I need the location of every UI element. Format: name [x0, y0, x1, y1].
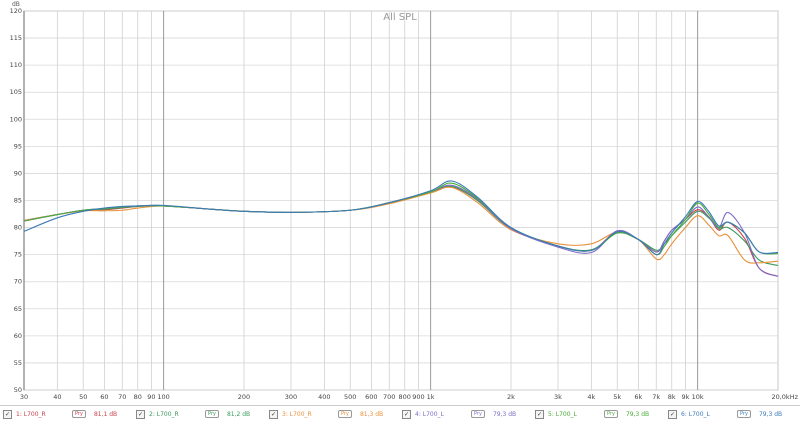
x-tick-label: 700 — [383, 393, 395, 401]
x-tick-label: 80 — [134, 393, 142, 401]
x-tick-label: 50 — [79, 393, 87, 401]
checkbox[interactable]: ✓ — [136, 409, 145, 419]
x-tick-label: 90 — [147, 393, 155, 401]
properties-button[interactable]: Pry — [471, 410, 485, 418]
x-tick-label: 10k — [692, 393, 704, 401]
y-tick-label: 50 — [14, 386, 22, 394]
legend-entry: ✓ 4: L700_L Pry 79,3 dB — [399, 409, 532, 419]
legend-entry: ✓ 6: L700_L Pry 79,3 dB — [665, 409, 798, 419]
x-tick-label: 5k — [613, 393, 621, 401]
legend-value: 79,3 dB — [625, 410, 650, 418]
x-tick-label: 20,0kHz — [771, 393, 798, 401]
legend-entry: ✓ 3: L700_R Pry 81,3 dB — [266, 409, 399, 419]
y-tick-label: 75 — [14, 251, 22, 259]
series-line-6 — [23, 180, 779, 256]
properties-button[interactable]: Pry — [604, 410, 618, 418]
chart-title: All SPL — [383, 12, 417, 23]
x-tick-label: 400 — [318, 393, 330, 401]
y-tick-label: 55 — [14, 359, 22, 367]
x-tick-label: 1k — [427, 393, 435, 401]
checkbox[interactable]: ✓ — [535, 409, 544, 419]
x-tick-label: 100 — [157, 393, 169, 401]
legend: ✓ 1: L700_R Pry 81,1 dB ✓ 2: L700_R Pry … — [0, 405, 800, 422]
y-axis-label: dB — [12, 1, 20, 8]
legend-entry: ✓ 5: L700_L Pry 79,3 dB — [532, 409, 665, 419]
legend-value: 79,3 dB — [758, 410, 783, 418]
x-tick-label: 3k — [554, 393, 562, 401]
y-tick-label: 60 — [14, 332, 22, 340]
y-tick-label: 95 — [14, 142, 22, 150]
y-tick-label: 90 — [14, 169, 22, 177]
x-tick-label: 70 — [118, 393, 126, 401]
legend-entry: ✓ 2: L700_R Pry 81,2 dB — [133, 409, 266, 419]
y-tick-label: 120 — [10, 7, 22, 15]
x-tick-label: 800 — [399, 393, 411, 401]
legend-entry: ✓ 1: L700_R Pry 81,1 dB — [0, 409, 133, 419]
x-tick-label: 200 — [238, 393, 250, 401]
x-tick-label: 30 — [20, 393, 28, 401]
legend-label: 1: L700_R — [16, 410, 46, 418]
legend-label: 4: L700_L — [415, 410, 444, 418]
y-tick-label: 65 — [14, 305, 22, 313]
x-tick-label: 9k — [681, 393, 689, 401]
y-tick-label: 100 — [10, 115, 22, 123]
x-tick-label: 300 — [285, 393, 297, 401]
x-tick-label: 40 — [53, 393, 61, 401]
grid: 50 55 60 65 70 75 80 85 90 95 100 105 110 115 120 30 40 5… — [10, 7, 799, 401]
y-tick-label: 80 — [14, 224, 22, 232]
y-tick-label: 70 — [14, 278, 22, 286]
legend-value: 81,3 dB — [359, 410, 384, 418]
checkbox[interactable]: ✓ — [668, 409, 677, 419]
checkbox[interactable]: ✓ — [269, 409, 278, 419]
y-tick-label: 85 — [14, 197, 22, 205]
y-tick-label: 110 — [10, 61, 22, 69]
checkbox[interactable]: ✓ — [402, 409, 411, 419]
x-tick-label: 2k — [507, 393, 515, 401]
checkbox[interactable]: ✓ — [3, 409, 12, 419]
legend-label: 3: L700_R — [282, 410, 312, 418]
x-tick-label: 600 — [365, 393, 377, 401]
x-tick-label: 7k — [652, 393, 660, 401]
properties-button[interactable]: Pry — [205, 410, 219, 418]
properties-button[interactable]: Pry — [72, 410, 86, 418]
legend-value: 81,1 dB — [93, 410, 118, 418]
x-tick-label: 8k — [668, 393, 676, 401]
series-lines — [23, 180, 779, 277]
y-tick-label: 105 — [10, 88, 22, 96]
spl-chart: 50 55 60 65 70 75 80 85 90 95 100 105 110 115 120 30 40 5… — [10, 1, 799, 401]
legend-label: 6: L700_L — [681, 410, 710, 418]
x-tick-label: 900 — [412, 393, 424, 401]
series-line-3 — [23, 186, 779, 264]
properties-button[interactable]: Pry — [737, 410, 751, 418]
legend-label: 5: L700_L — [548, 410, 577, 418]
x-tick-label: 6k — [634, 393, 642, 401]
legend-value: 79,3 dB — [492, 410, 517, 418]
x-tick-label: 500 — [344, 393, 356, 401]
x-tick-label: 60 — [100, 393, 108, 401]
y-tick-label: 115 — [10, 34, 22, 42]
legend-value: 81,2 dB — [226, 410, 251, 418]
properties-button[interactable]: Pry — [338, 410, 352, 418]
x-tick-label: 4k — [587, 393, 595, 401]
legend-label: 2: L700_R — [149, 410, 179, 418]
